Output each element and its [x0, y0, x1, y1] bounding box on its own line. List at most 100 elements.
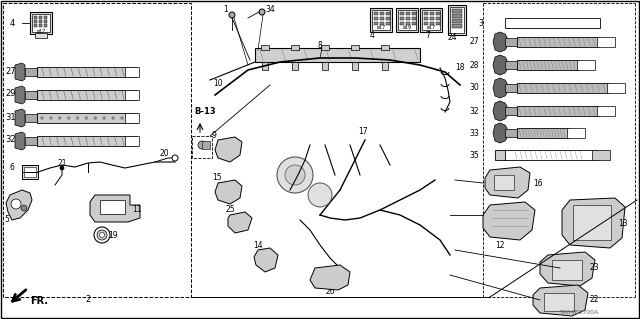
Bar	[39, 20, 42, 23]
Bar	[420, 8, 442, 32]
Bar	[400, 22, 404, 25]
Polygon shape	[226, 180, 462, 302]
Bar	[322, 62, 328, 70]
Text: 8: 8	[317, 41, 323, 49]
Bar	[400, 12, 404, 15]
Bar	[448, 5, 466, 35]
Circle shape	[172, 155, 178, 161]
Bar	[25, 114, 37, 122]
Polygon shape	[540, 252, 595, 286]
Text: 32: 32	[5, 136, 15, 145]
Bar	[597, 37, 615, 47]
Text: 15: 15	[212, 174, 221, 182]
Text: ø17: ø17	[426, 25, 436, 30]
Circle shape	[120, 116, 124, 120]
Bar	[406, 22, 410, 25]
Bar	[381, 45, 389, 50]
Polygon shape	[248, 58, 445, 145]
Bar	[380, 12, 384, 15]
Bar	[372, 10, 390, 30]
Text: 7: 7	[425, 31, 430, 40]
Bar	[386, 22, 390, 25]
Bar	[517, 128, 569, 138]
Bar	[552, 260, 582, 280]
Bar	[255, 48, 420, 62]
Polygon shape	[218, 55, 468, 305]
Bar	[352, 62, 358, 70]
Bar	[412, 12, 416, 15]
Bar	[34, 16, 37, 19]
Text: 31: 31	[5, 113, 15, 122]
Bar	[34, 20, 37, 23]
Bar	[517, 83, 609, 93]
Circle shape	[40, 116, 44, 120]
Bar	[3, 3, 191, 297]
Bar	[37, 90, 137, 100]
Text: 12: 12	[495, 241, 504, 249]
Text: 22: 22	[590, 295, 600, 305]
Text: 18: 18	[455, 63, 465, 72]
Circle shape	[99, 233, 104, 238]
Bar	[505, 18, 600, 28]
Bar	[202, 141, 210, 149]
Bar	[380, 22, 384, 25]
Bar	[262, 62, 268, 70]
Polygon shape	[493, 32, 507, 52]
Bar	[494, 175, 514, 190]
Circle shape	[94, 116, 97, 120]
Bar	[25, 137, 37, 145]
Bar	[597, 106, 615, 116]
Polygon shape	[215, 137, 242, 162]
Text: 11: 11	[132, 205, 141, 214]
Polygon shape	[330, 143, 350, 175]
Text: TA04E0700A: TA04E0700A	[560, 309, 599, 315]
Text: 27: 27	[5, 66, 15, 76]
Circle shape	[21, 205, 27, 211]
Polygon shape	[485, 167, 530, 198]
Circle shape	[58, 116, 61, 120]
Text: 26: 26	[325, 287, 335, 296]
Polygon shape	[493, 123, 507, 143]
Bar	[374, 12, 378, 15]
Bar	[400, 17, 404, 20]
Text: 35: 35	[469, 151, 479, 160]
Bar	[517, 106, 599, 116]
Text: 17: 17	[358, 128, 367, 137]
Polygon shape	[90, 195, 140, 222]
Polygon shape	[295, 143, 315, 175]
Bar	[607, 83, 625, 93]
Bar	[412, 17, 416, 20]
Bar	[22, 165, 38, 179]
Circle shape	[67, 116, 70, 120]
Text: 3: 3	[478, 19, 483, 27]
Bar	[422, 10, 440, 30]
Bar	[382, 62, 388, 70]
Bar	[452, 14, 462, 18]
Circle shape	[11, 199, 21, 209]
Text: 6: 6	[9, 164, 14, 173]
Bar	[125, 136, 139, 146]
Circle shape	[76, 116, 79, 120]
Bar	[430, 22, 434, 25]
Text: FR.: FR.	[30, 296, 48, 306]
Text: 9: 9	[212, 130, 217, 139]
Text: 20: 20	[160, 149, 170, 158]
Bar	[39, 16, 42, 19]
Bar	[351, 45, 359, 50]
Bar	[292, 62, 298, 70]
Bar	[25, 68, 37, 76]
Text: 4: 4	[10, 19, 15, 27]
Bar	[44, 24, 47, 27]
Text: 19: 19	[108, 231, 118, 240]
Bar	[517, 60, 579, 70]
Circle shape	[229, 12, 235, 18]
Bar	[37, 136, 137, 146]
Bar	[505, 38, 519, 46]
Bar	[452, 24, 462, 28]
Bar	[25, 91, 37, 99]
Text: 28: 28	[470, 61, 479, 70]
Polygon shape	[493, 78, 507, 98]
Bar	[503, 150, 598, 160]
Bar	[125, 90, 139, 100]
Text: 27: 27	[469, 38, 479, 47]
